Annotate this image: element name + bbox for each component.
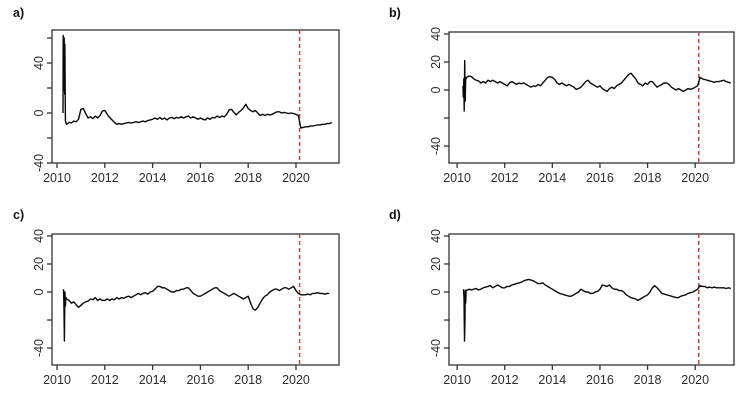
y-tick-label: -40	[32, 339, 46, 357]
x-tick-label: 2016	[186, 373, 214, 387]
x-tick-label: 2016	[186, 171, 214, 185]
panel-label: b)	[389, 6, 401, 20]
series-line	[462, 59, 732, 112]
panel-label: d)	[389, 208, 401, 222]
x-tick-label: 2020	[681, 373, 709, 387]
series-line	[62, 285, 330, 342]
panel-label: a)	[13, 6, 24, 20]
panel-label: c)	[13, 208, 24, 222]
x-tick-label: 2014	[538, 373, 566, 387]
panel-b-chart: b) 40 20 0 -40 2010 2012 2014 2016 2018 2020	[389, 6, 735, 185]
plot-box	[51, 233, 340, 366]
y-tick-label: 0	[32, 288, 46, 295]
panel-b: b) 40 20 0 -40 2010 2012 2014 2016 2018 2020	[374, 0, 748, 202]
series-line	[462, 278, 732, 342]
x-tick-label: 2016	[586, 373, 614, 387]
x-tick-label: 2014	[139, 373, 167, 387]
x-tick-label: 2010	[43, 373, 71, 387]
x-tick-label: 2018	[234, 171, 262, 185]
y-tick-label: 0	[32, 109, 46, 116]
x-tick-label: 2018	[634, 171, 662, 185]
x-tick-label: 2020	[681, 171, 709, 185]
x-tick-label: 2012	[491, 373, 519, 387]
plot-box	[448, 233, 735, 366]
y-tick-label: -40	[429, 137, 443, 155]
x-tick-label: 2010	[443, 171, 471, 185]
x-tick-label: 2018	[634, 373, 662, 387]
x-tick-label: 2020	[282, 171, 310, 185]
y-tick-label: 40	[32, 56, 46, 70]
x-tick-label: 2012	[491, 171, 519, 185]
panel-d: d) 40 20 0 -40 2010 2012 2014 2016 2018 2020	[374, 202, 748, 404]
panel-c-chart: c) 40 20 0 -40 2010 2012 2014 2016 2018 2020	[13, 208, 340, 387]
x-tick-label: 2014	[538, 171, 566, 185]
y-tick-label: 20	[32, 257, 46, 271]
x-tick-label: 2020	[282, 373, 310, 387]
y-tick-label: 0	[429, 86, 443, 93]
panel-c: c) 40 20 0 -40 2010 2012 2014 2016 2018 2020	[0, 202, 374, 404]
y-tick-label: -40	[429, 339, 443, 357]
y-tick-label: 40	[429, 27, 443, 41]
y-tick-label: -40	[32, 154, 46, 172]
x-tick-label: 2016	[586, 171, 614, 185]
panel-a: a) 40 0 -40 2010 2012 2014 2016 2018 2020	[0, 0, 374, 202]
x-tick-label: 2014	[139, 171, 167, 185]
x-tick-label: 2010	[43, 171, 71, 185]
plot-box	[51, 29, 340, 164]
panel-d-chart: d) 40 20 0 -40 2010 2012 2014 2016 2018 2020	[389, 208, 735, 387]
y-tick-label: 40	[32, 229, 46, 243]
x-tick-label: 2012	[91, 373, 119, 387]
x-tick-label: 2010	[443, 373, 471, 387]
y-tick-label: 20	[429, 257, 443, 271]
x-tick-label: 2018	[234, 373, 262, 387]
plot-box	[448, 31, 735, 164]
y-tick-label: 0	[429, 288, 443, 295]
y-tick-label: 40	[429, 229, 443, 243]
series-line	[62, 34, 333, 129]
y-tick-label: 20	[429, 55, 443, 69]
x-tick-label: 2012	[91, 171, 119, 185]
